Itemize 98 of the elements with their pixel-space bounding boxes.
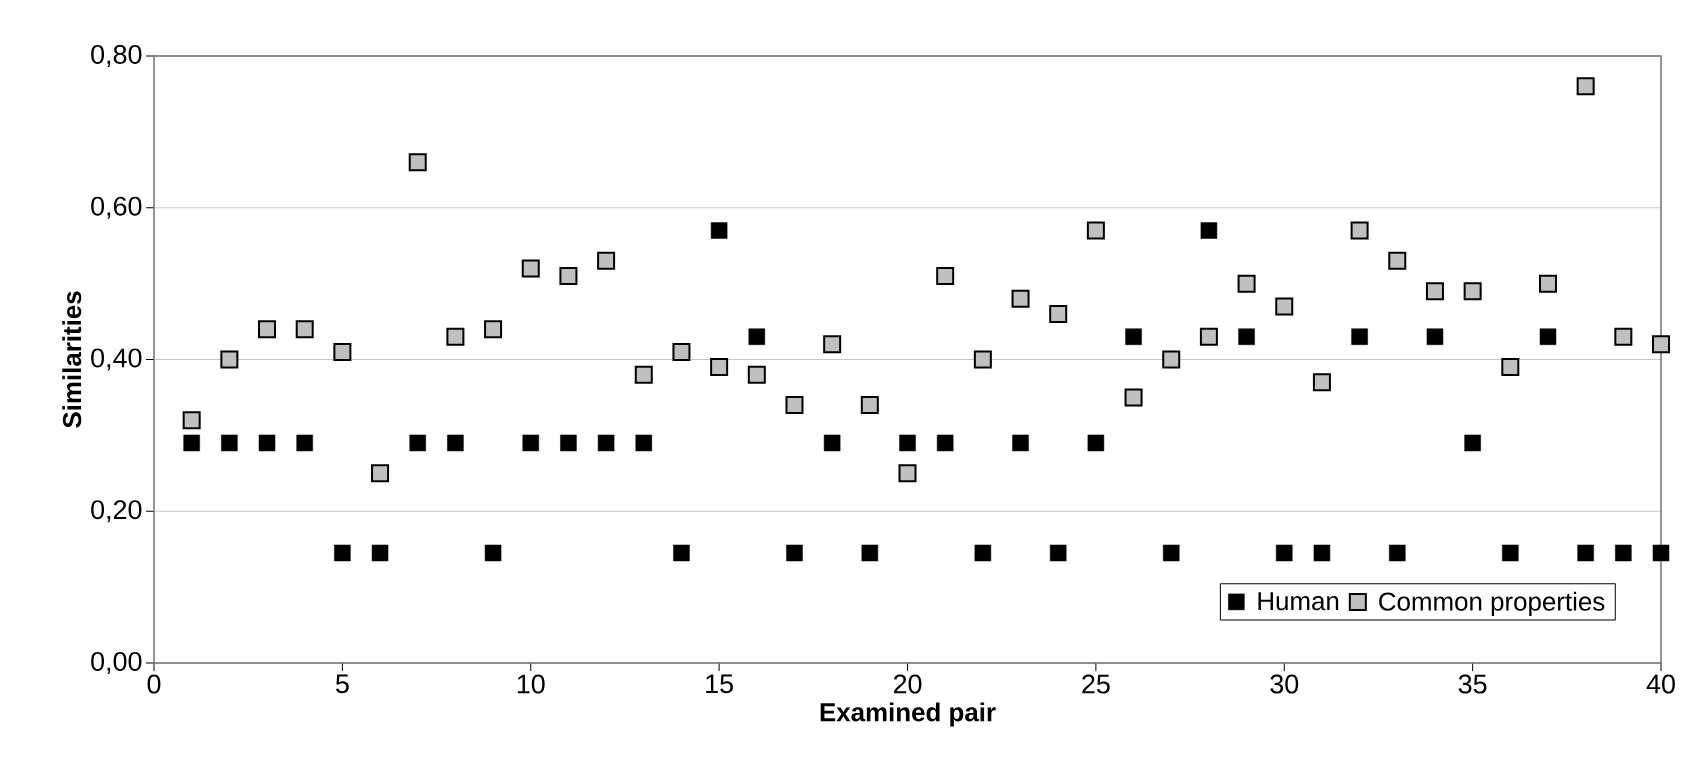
point — [521, 259, 540, 278]
point — [371, 544, 389, 562]
point — [296, 434, 313, 452]
y-tick-label: 0,00 — [91, 651, 142, 675]
point — [635, 434, 653, 452]
point — [1275, 297, 1294, 316]
point — [748, 328, 766, 345]
y-tick-label: 0,20 — [91, 500, 142, 523]
y-tick-label: 0,60 — [91, 196, 142, 219]
point — [484, 320, 503, 339]
point — [183, 434, 200, 452]
point — [1086, 221, 1105, 240]
point — [823, 434, 841, 452]
point — [1576, 77, 1595, 96]
point — [1388, 251, 1407, 270]
point — [409, 434, 426, 452]
point — [1200, 222, 1218, 239]
x-tick-label: 25 — [1082, 674, 1110, 694]
point — [1652, 544, 1670, 562]
point — [597, 434, 615, 452]
point — [371, 464, 390, 483]
point — [1162, 350, 1181, 369]
point — [1238, 328, 1255, 345]
point — [898, 464, 917, 483]
x-tick-label: 35 — [1458, 674, 1487, 694]
point — [295, 320, 314, 339]
point — [182, 411, 201, 430]
point — [1125, 328, 1142, 345]
point — [673, 544, 690, 562]
point — [221, 434, 238, 452]
point — [1389, 544, 1406, 562]
point — [334, 544, 351, 562]
point — [1426, 328, 1444, 345]
point — [220, 350, 239, 369]
point — [1049, 544, 1067, 562]
point — [446, 327, 465, 346]
x-tick-label: 10 — [517, 674, 545, 694]
point — [1012, 434, 1029, 452]
x-tick-label: 20 — [893, 674, 922, 694]
point — [1463, 282, 1482, 301]
point — [1276, 544, 1293, 562]
x-tick-label: 40 — [1646, 674, 1675, 694]
x-tick-label: 0 — [147, 674, 161, 694]
point — [1538, 274, 1557, 293]
point — [559, 267, 578, 286]
point — [1539, 328, 1557, 345]
x-axis-title: Examined pair — [820, 702, 996, 727]
point — [710, 222, 728, 239]
point — [861, 544, 879, 562]
point — [1237, 274, 1256, 293]
y-tick-label: 0,40 — [91, 348, 142, 371]
legend-label: Common properties — [1379, 591, 1605, 616]
y-axis-title: Similarities — [62, 291, 82, 428]
point — [973, 350, 992, 369]
x-tick-label: 15 — [706, 674, 733, 694]
point — [1502, 544, 1519, 562]
point — [1199, 327, 1218, 346]
point — [1162, 544, 1180, 562]
point — [1011, 289, 1030, 308]
point — [597, 251, 616, 270]
point — [634, 365, 653, 384]
point — [447, 434, 464, 452]
y-tick-label: 0,80 — [91, 44, 142, 68]
point — [823, 335, 842, 354]
point — [1312, 373, 1331, 392]
x-tick-label: 5 — [335, 674, 349, 694]
point — [785, 396, 804, 415]
point — [258, 434, 276, 452]
point — [1464, 434, 1481, 452]
point — [1501, 358, 1520, 377]
point — [1577, 544, 1594, 562]
point — [522, 434, 539, 452]
x-tick-label: 30 — [1270, 674, 1299, 694]
point — [1124, 388, 1143, 407]
point — [1087, 434, 1105, 452]
point — [747, 365, 766, 384]
point — [333, 342, 352, 361]
point — [1425, 282, 1444, 301]
point — [1615, 544, 1632, 562]
point — [1350, 221, 1369, 240]
point — [936, 267, 955, 286]
point — [484, 544, 502, 562]
legend-label: Human — [1258, 592, 1339, 611]
point — [672, 342, 691, 361]
point — [1351, 328, 1368, 345]
point — [1313, 544, 1331, 562]
point — [1049, 304, 1068, 323]
point — [1614, 327, 1633, 346]
point — [899, 434, 916, 452]
point — [408, 153, 427, 172]
point — [786, 544, 803, 562]
point — [560, 434, 577, 452]
point — [860, 396, 879, 415]
point — [974, 544, 992, 562]
point — [258, 320, 277, 339]
point — [936, 434, 954, 452]
point — [1652, 335, 1670, 354]
point — [710, 358, 729, 377]
